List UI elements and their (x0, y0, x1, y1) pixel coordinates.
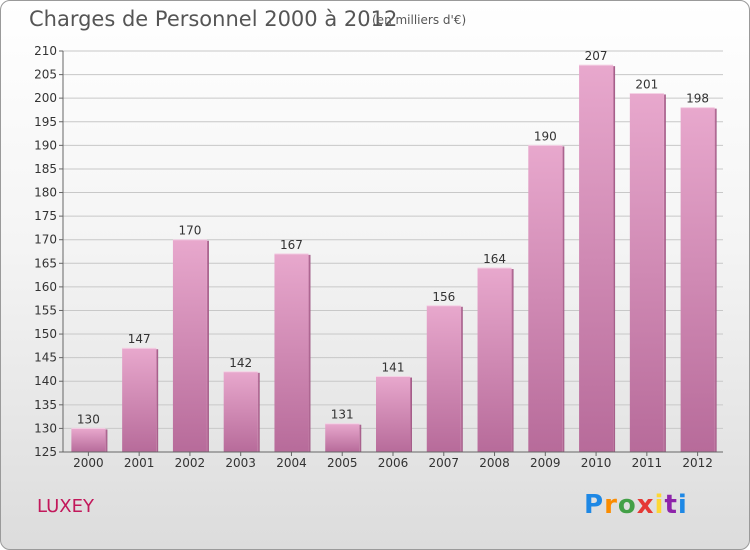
y-tick-label: 150 (34, 327, 57, 341)
logo-letter: i (677, 490, 688, 520)
bars: 130 147 170 142 167 131 141 156 164 190 207 201 198 (71, 49, 717, 453)
y-tick-label: 160 (34, 280, 57, 294)
x-tick-label: 2000 (73, 456, 104, 470)
y-tick-label: 135 (34, 398, 57, 412)
bar-value-label: 207 (585, 49, 608, 63)
bar-value-label: 164 (483, 252, 506, 266)
y-tick-label: 165 (34, 256, 57, 270)
bar (172, 239, 207, 452)
x-tick-label: 2010 (581, 456, 612, 470)
bar-side (308, 254, 311, 452)
bar-side (562, 146, 565, 452)
y-tick-label: 180 (34, 186, 57, 200)
bar-value-label: 141 (382, 361, 405, 375)
y-tick-label: 130 (34, 421, 57, 435)
bar-value-label: 147 (128, 332, 151, 346)
logo-letter: r (604, 490, 618, 520)
bar (680, 107, 715, 453)
x-tick-label: 2011 (632, 456, 663, 470)
x-tick-label: 2002 (175, 456, 206, 470)
bar-side (156, 349, 159, 452)
bar-value-label: 198 (686, 92, 709, 106)
bar-value-label: 167 (280, 238, 303, 252)
y-tick-label: 125 (34, 445, 57, 459)
y-tick-label: 185 (34, 162, 57, 176)
logo-letter: P (584, 490, 605, 520)
bar-side (257, 372, 260, 452)
bar-side (105, 429, 108, 452)
proxiti-logo: Proxiti (584, 490, 688, 520)
bar (376, 376, 410, 452)
bar-value-label: 130 (77, 412, 100, 426)
bar-side (410, 377, 412, 452)
y-tick-label: 205 (34, 68, 57, 82)
bar (629, 93, 664, 452)
bar (528, 145, 563, 452)
bar-side (359, 424, 362, 452)
y-axis: 125 130 135 140 145 150 155 160 165 170 175 180 185 1… (34, 44, 64, 459)
bar (71, 428, 106, 452)
bar-value-label: 170 (178, 224, 201, 238)
y-tick-label: 195 (34, 115, 57, 129)
logo-letter: o (617, 490, 637, 520)
bar (579, 65, 614, 452)
chart-title: Charges de Personnel 2000 à 2012 (29, 7, 398, 31)
bar-value-label: 190 (534, 129, 557, 143)
chart-subtitle: (en milliers d'€) (372, 13, 467, 27)
bar-value-label: 131 (331, 408, 354, 422)
bar-value-label: 142 (229, 356, 252, 370)
x-tick-label: 2007 (428, 456, 459, 470)
logo-letter: t (664, 490, 678, 520)
x-tick-label: 2001 (124, 456, 155, 470)
logo-letter: x (636, 490, 655, 520)
bar-side (663, 94, 666, 452)
x-tick-label: 2003 (225, 456, 256, 470)
y-tick-label: 140 (34, 374, 57, 388)
bar (122, 348, 157, 452)
bar-side (206, 240, 209, 452)
x-axis: 2000 2001 2002 2003 2004 2005 2006 2007 2008 2009… (63, 451, 723, 470)
y-tick-label: 145 (34, 351, 57, 365)
y-tick-label: 210 (34, 44, 57, 58)
bar-side (460, 306, 463, 452)
bar (477, 268, 512, 452)
y-tick-label: 170 (34, 233, 57, 247)
y-tick-label: 200 (34, 91, 57, 105)
bar (426, 305, 461, 452)
y-tick-label: 155 (34, 303, 57, 317)
x-tick-label: 2006 (378, 456, 409, 470)
x-tick-label: 2009 (530, 456, 561, 470)
y-tick-label: 175 (34, 209, 57, 223)
x-tick-label: 2004 (276, 456, 307, 470)
bar-side (511, 269, 514, 452)
x-tick-label: 2008 (479, 456, 510, 470)
bar-value-label: 156 (432, 290, 455, 304)
logo-letter: i (654, 490, 665, 520)
y-tick-label: 190 (34, 138, 57, 152)
bar (223, 371, 258, 452)
x-tick-label: 2012 (682, 456, 713, 470)
bar-value-label: 201 (635, 77, 658, 91)
commune-name: LUXEY (37, 496, 95, 517)
x-tick-label: 2005 (327, 456, 358, 470)
bar (325, 423, 360, 452)
bar (274, 253, 309, 452)
bar-side (613, 66, 616, 452)
bar-side (714, 108, 717, 453)
